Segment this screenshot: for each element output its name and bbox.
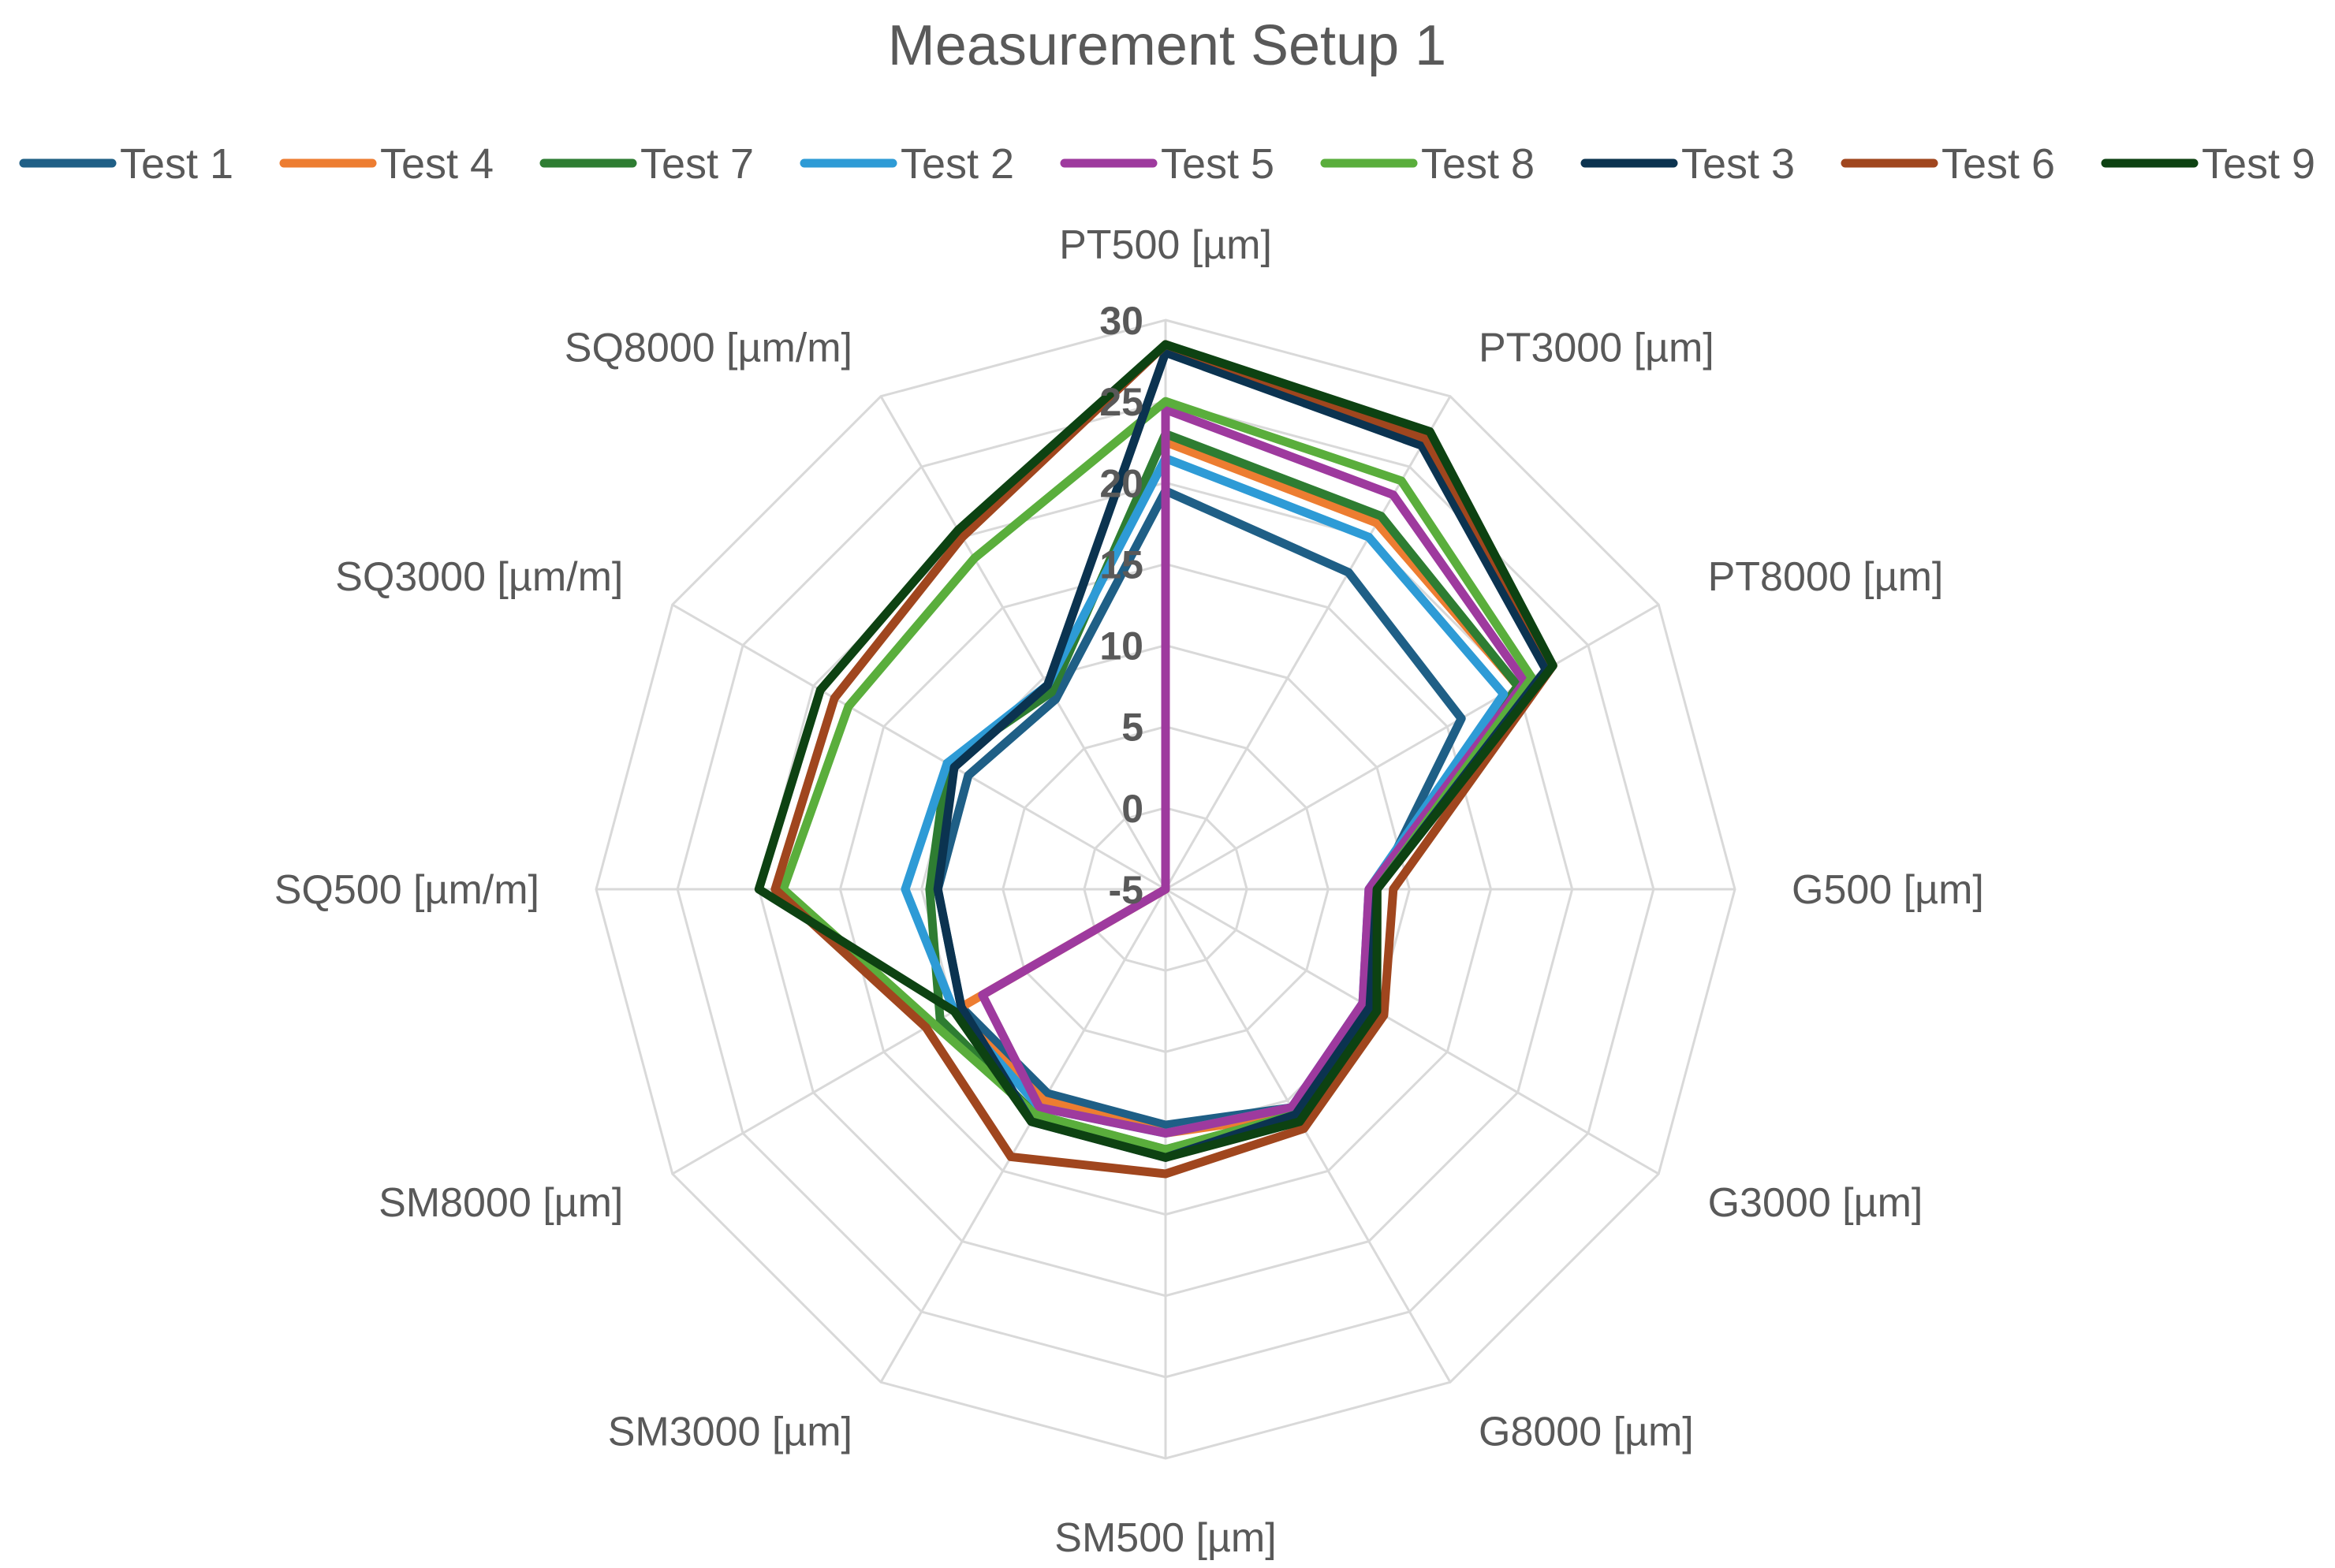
tick-label: -5 bbox=[1109, 868, 1143, 912]
legend-item: Test 4 bbox=[279, 140, 494, 188]
tick-label: 5 bbox=[1121, 706, 1143, 750]
axis-label: PT500 [µm] bbox=[1059, 222, 1272, 268]
axis-label: PT8000 [µm] bbox=[1708, 554, 1944, 600]
legend-item: Test 5 bbox=[1060, 140, 1274, 188]
tick-label: 10 bbox=[1099, 624, 1143, 669]
spoke-5 bbox=[1164, 888, 1452, 1384]
spoke-4 bbox=[1165, 888, 1660, 1175]
legend-item: Test 6 bbox=[1841, 140, 2055, 188]
legend-label: Test 7 bbox=[640, 140, 754, 188]
spoke-2 bbox=[1165, 603, 1660, 891]
legend-item: Test 3 bbox=[1580, 140, 1795, 188]
axis-label: SM8000 [µm] bbox=[379, 1180, 623, 1226]
series-line-9 bbox=[754, 340, 1557, 1162]
legend-item: Test 9 bbox=[2101, 140, 2315, 188]
legend-label: Test 6 bbox=[1941, 140, 2055, 188]
legend-label: Test 8 bbox=[1421, 140, 1535, 188]
tick-label: 0 bbox=[1121, 787, 1143, 831]
spoke-7 bbox=[879, 888, 1167, 1384]
axis-label: SQ500 [µm/m] bbox=[274, 867, 539, 913]
legend-item: Test 8 bbox=[1320, 140, 1535, 188]
tick-label: 25 bbox=[1099, 380, 1143, 424]
legend-label: Test 2 bbox=[901, 140, 1014, 188]
spoke-10 bbox=[671, 603, 1166, 891]
series-lines bbox=[754, 340, 1557, 1179]
legend-label: Test 3 bbox=[1681, 140, 1795, 188]
axis-label: SQ3000 [µm/m] bbox=[335, 554, 623, 600]
tick-label: 15 bbox=[1099, 542, 1143, 587]
chart-legend: Test 1 Test 4 Test 7 Test 2 Test 5 Test 8 Test… bbox=[19, 140, 2315, 188]
legend-label: Test 9 bbox=[2202, 140, 2315, 188]
legend-item: Test 7 bbox=[539, 140, 754, 188]
axis-labels: PT500 [µm] PT3000 [µm] PT8000 [µm] G500 [µm… bbox=[274, 222, 1984, 1561]
series-line-5 bbox=[978, 404, 1530, 1138]
axis-label: SQ8000 [µm/m] bbox=[565, 325, 852, 371]
tick-label: 30 bbox=[1099, 299, 1143, 343]
legend-item: Test 1 bbox=[19, 140, 233, 188]
series-line-6 bbox=[778, 397, 1536, 1154]
radial-tick-labels: -5 0 5 10 15 20 25 30 bbox=[1099, 299, 1143, 912]
axis-label: PT3000 [µm] bbox=[1479, 325, 1714, 371]
legend-label: Test 5 bbox=[1161, 140, 1274, 188]
legend-label: Test 1 bbox=[120, 140, 233, 188]
legend-label: Test 4 bbox=[380, 140, 494, 188]
tick-label: 20 bbox=[1099, 461, 1143, 505]
chart-title: Measurement Setup 1 bbox=[888, 14, 1446, 77]
axis-label: SM3000 [µm] bbox=[608, 1410, 852, 1455]
radar-grid bbox=[595, 318, 1736, 1460]
spoke-11 bbox=[879, 395, 1167, 890]
axis-label: G8000 [µm] bbox=[1479, 1410, 1694, 1455]
legend-item: Test 2 bbox=[800, 140, 1014, 188]
axis-label: G3000 [µm] bbox=[1708, 1180, 1923, 1226]
axis-label: G500 [µm] bbox=[1792, 867, 1984, 913]
series-line-1 bbox=[933, 486, 1466, 1130]
axis-label: SM500 [µm] bbox=[1054, 1515, 1276, 1561]
